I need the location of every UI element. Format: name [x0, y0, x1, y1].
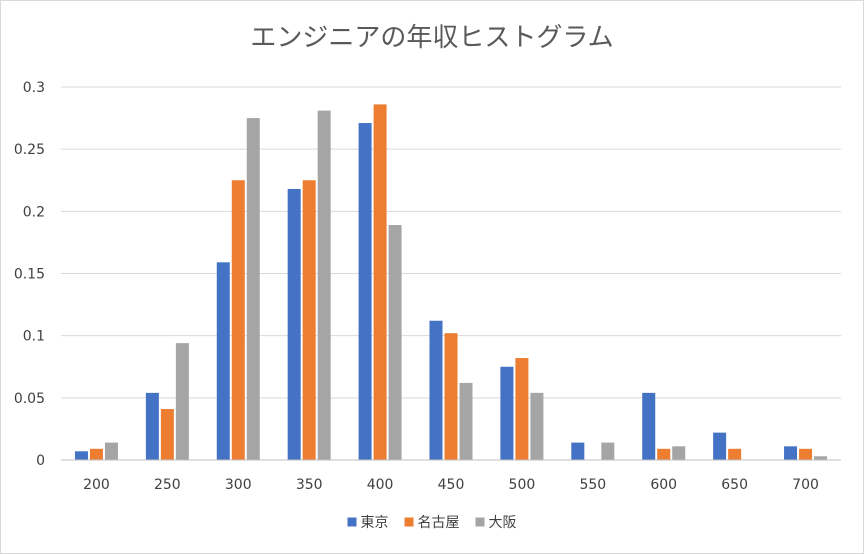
y-tick-label: 0.15	[14, 267, 45, 283]
x-tick-label: 300	[225, 477, 252, 493]
y-tick-label: 0.2	[23, 204, 45, 220]
y-tick-label: 0.25	[14, 142, 45, 158]
legend-item-名古屋[interactable]: 名古屋	[404, 515, 460, 531]
y-axis-ticks: 0 0.05 0.1 0.15 0.2 0.25 0.3	[14, 80, 45, 469]
bar-名古屋-300	[231, 180, 245, 460]
bars	[74, 104, 828, 460]
bar-東京-300	[216, 262, 230, 460]
bar-東京-700	[784, 446, 798, 460]
bar-名古屋-600	[657, 448, 671, 460]
bar-大阪-200	[104, 442, 118, 460]
legend-item-東京[interactable]: 東京	[347, 515, 389, 531]
bar-東京-500	[500, 366, 514, 460]
bar-名古屋-350	[302, 180, 316, 460]
bar-東京-600	[642, 392, 656, 460]
bar-大阪-350	[317, 110, 331, 460]
x-tick-label: 700	[792, 477, 819, 493]
bar-名古屋-400	[373, 104, 387, 460]
bar-名古屋-250	[160, 409, 174, 460]
bar-東京-450	[429, 320, 443, 460]
bar-東京-250	[145, 392, 159, 460]
legend-label: 名古屋	[418, 515, 460, 531]
x-tick-label: 400	[367, 477, 394, 493]
y-tick-label: 0	[36, 453, 45, 469]
bar-名古屋-650	[728, 448, 742, 460]
bar-大阪-550	[601, 442, 615, 460]
gridlines	[61, 86, 841, 399]
x-tick-label: 600	[650, 477, 677, 493]
x-tick-label: 450	[438, 477, 465, 493]
bar-東京-650	[713, 432, 727, 460]
bar-名古屋-200	[89, 448, 103, 460]
bar-大阪-300	[246, 118, 260, 460]
bar-大阪-250	[175, 343, 189, 460]
bar-東京-550	[571, 442, 585, 460]
legend-label: 大阪	[489, 515, 517, 531]
bar-名古屋-700	[799, 448, 813, 460]
x-tick-label: 500	[509, 477, 536, 493]
legend-swatch	[475, 517, 485, 527]
y-tick-label: 0.1	[23, 329, 45, 345]
legend-item-大阪[interactable]: 大阪	[475, 515, 517, 531]
legend-swatch	[404, 517, 414, 527]
legend-swatch	[347, 517, 357, 527]
x-tick-label: 200	[83, 477, 110, 493]
legend-label: 東京	[361, 515, 389, 531]
bar-東京-350	[287, 188, 301, 460]
x-tick-label: 550	[579, 477, 606, 493]
y-tick-label: 0.05	[14, 391, 45, 407]
bar-大阪-400	[388, 225, 402, 460]
x-tick-label: 250	[154, 477, 181, 493]
bar-東京-400	[358, 123, 372, 460]
bar-名古屋-450	[444, 333, 458, 460]
bar-名古屋-500	[515, 358, 529, 460]
y-tick-label: 0.3	[23, 80, 45, 96]
bar-大阪-700	[814, 456, 828, 460]
x-axis-ticks: 200 250 300 350 400 450 500 550 600 650 700	[83, 477, 819, 493]
x-tick-label: 650	[721, 477, 748, 493]
bar-大阪-500	[530, 392, 544, 460]
x-tick-label: 350	[296, 477, 323, 493]
legend[interactable]: 東京 名古屋 大阪	[347, 515, 517, 531]
chart-title: エンジニアの年収ヒストグラム	[250, 23, 613, 53]
bar-大阪-600	[672, 446, 686, 460]
bar-東京-200	[74, 451, 88, 460]
bar-大阪-450	[459, 382, 473, 460]
